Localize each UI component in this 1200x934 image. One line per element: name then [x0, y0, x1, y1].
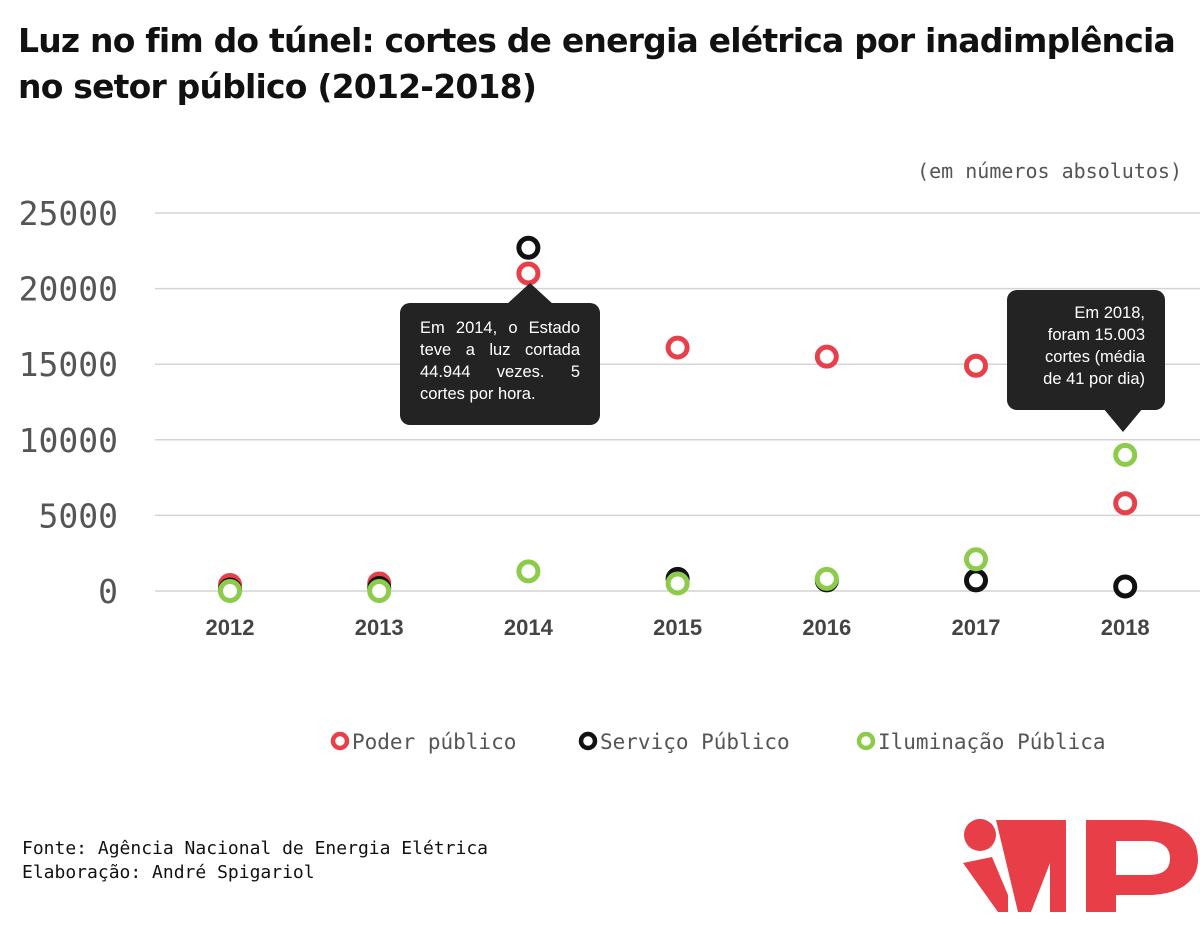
- y-tick-label: 25000: [19, 194, 118, 233]
- legend-label: Iluminação Pública: [878, 730, 1106, 754]
- x-tick-label: 2013: [355, 615, 404, 640]
- y-axis-ticks: 0 5000 10000 15000 20000 25000: [19, 194, 118, 611]
- footer: Fonte: Agência Nacional de Energia Elétr…: [22, 837, 488, 885]
- callout-2014: Em 2014, o Estado teve a luz cortada 44.…: [400, 283, 600, 425]
- data-point: [665, 571, 690, 596]
- data-point: [1113, 491, 1138, 516]
- callout-2018-line: cortes (média: [1045, 348, 1145, 366]
- legend-marker: [856, 731, 876, 751]
- data-point: [665, 335, 690, 360]
- data-point: [814, 344, 839, 369]
- data-points: [218, 235, 1138, 603]
- x-tick-label: 2014: [504, 615, 554, 640]
- callout-2018: Em 2018, foram 15.003 cortes (média de 4…: [1007, 290, 1165, 432]
- legend: Poder público Serviço Público Iluminação P…: [330, 730, 1106, 754]
- x-axis-ticks: 2012 2013 2014 2015 2016 2017 2018: [206, 615, 1150, 640]
- data-point: [367, 579, 392, 603]
- imp-logo-icon: [963, 819, 1198, 912]
- y-tick-label: 20000: [19, 270, 118, 309]
- callout-2018-line: Em 2018,: [1074, 304, 1145, 322]
- data-point: [964, 568, 988, 593]
- x-tick-label: 2015: [653, 615, 702, 640]
- callout-2018-line: foram 15.003: [1047, 326, 1145, 344]
- y-tick-label: 0: [98, 572, 118, 611]
- callout-2018-line: de 41 por dia): [1043, 370, 1145, 388]
- legend-label: Serviço Público: [600, 730, 790, 754]
- y-tick-label: 15000: [19, 345, 118, 384]
- y-tick-label: 5000: [39, 496, 118, 535]
- data-point: [814, 566, 839, 591]
- x-tick-label: 2018: [1101, 615, 1150, 640]
- data-point: [1113, 574, 1138, 599]
- data-point: [218, 579, 242, 603]
- y-tick-label: 10000: [19, 421, 118, 460]
- data-point: [964, 547, 988, 572]
- source-note: Fonte: Agência Nacional de Energia Elétr…: [22, 838, 488, 859]
- legend-label: Poder público: [352, 730, 516, 754]
- x-tick-label: 2012: [206, 615, 255, 640]
- callout-2014-text: Em 2014, o Estado teve a luz cortada 44.…: [420, 319, 580, 403]
- legend-marker: [330, 731, 350, 751]
- x-tick-label: 2016: [802, 615, 851, 640]
- data-point: [516, 559, 541, 584]
- x-tick-label: 2017: [952, 615, 1001, 640]
- data-point: [964, 353, 988, 378]
- data-point: [516, 235, 541, 260]
- legend-marker: [578, 731, 598, 751]
- unit-note: (em números absolutos): [917, 159, 1182, 183]
- chart-title: Luz no fim do túnel: cortes de energia e…: [18, 21, 1176, 106]
- data-point: [516, 261, 541, 286]
- credit-note: Elaboração: André Spigariol: [22, 862, 315, 883]
- data-point: [1113, 442, 1138, 467]
